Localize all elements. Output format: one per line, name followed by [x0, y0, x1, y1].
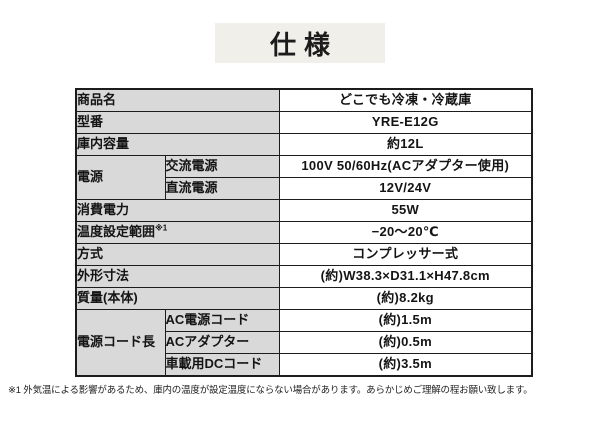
- temp-range-footnote-marker: ※1: [155, 224, 168, 234]
- table-row: 方式 コンプレッサー式: [75, 243, 533, 266]
- value-dimensions: (約)W38.3×D31.1×H47.8cm: [278, 265, 533, 288]
- label-cooling-method: 方式: [75, 243, 280, 266]
- label-ac-adapter: ACアダプター: [164, 331, 280, 354]
- value-ac-power: 100V 50/60Hz(ACアダプター使用): [278, 155, 533, 178]
- label-dimensions: 外形寸法: [75, 265, 280, 288]
- table-row: 庫内容量 約12L: [75, 133, 533, 156]
- spec-title: 仕様: [269, 29, 338, 60]
- label-dc-cord: 車載用DCコード: [164, 353, 280, 377]
- footnote: ※1 外気温による影響があるため、庫内の温度が設定温度にならない場合があります。…: [8, 385, 533, 396]
- label-model-number: 型番: [75, 111, 280, 134]
- label-weight: 質量(本体): [75, 287, 280, 310]
- label-power-consumption: 消費電力: [75, 199, 280, 222]
- table-row: 型番 YRE-E12G: [75, 111, 533, 134]
- table-row: 電源 交流電源 100V 50/60Hz(ACアダプター使用): [75, 155, 533, 200]
- table-row: 消費電力 55W: [75, 199, 533, 222]
- spec-table: 商品名 どこでも冷凍・冷蔵庫 型番 YRE-E12G 庫内容量 約12L 電源 …: [75, 88, 534, 377]
- value-model-number: YRE-E12G: [278, 111, 533, 134]
- table-row: 直流電源 12V/24V: [76, 177, 533, 200]
- label-power-group: 電源: [75, 155, 166, 200]
- value-dc-cord: (約)3.5m: [278, 353, 533, 377]
- value-capacity: 約12L: [278, 133, 533, 156]
- spec-title-band: 仕様: [215, 23, 385, 63]
- value-temp-range: −20〜20℃: [278, 221, 533, 244]
- label-dc-power: 直流電源: [164, 177, 280, 200]
- label-ac-cord: AC電源コード: [164, 309, 280, 332]
- table-row: 質量(本体) (約)8.2kg: [75, 287, 533, 310]
- value-cooling-method: コンプレッサー式: [278, 243, 533, 266]
- table-row: 電源コード長 AC電源コード (約)1.5m: [75, 309, 533, 377]
- label-cord-length-group: 電源コード長: [75, 309, 166, 377]
- table-row: 車載用DCコード (約)3.5m: [76, 353, 533, 377]
- table-row: 外形寸法 (約)W38.3×D31.1×H47.8cm: [75, 265, 533, 288]
- label-ac-power: 交流電源: [164, 155, 280, 178]
- value-weight: (約)8.2kg: [278, 287, 533, 310]
- table-row: ACアダプター (約)0.5m: [76, 331, 533, 354]
- table-row: 温度設定範囲※1 −20〜20℃: [75, 221, 533, 244]
- table-row: 商品名 どこでも冷凍・冷蔵庫: [75, 88, 533, 112]
- temp-range-label-text: 温度設定範囲: [77, 224, 156, 240]
- value-ac-cord: (約)1.5m: [278, 309, 533, 332]
- value-power-consumption: 55W: [278, 199, 533, 222]
- label-capacity: 庫内容量: [75, 133, 280, 156]
- value-product-name: どこでも冷凍・冷蔵庫: [278, 88, 533, 112]
- label-temp-range: 温度設定範囲※1: [75, 221, 280, 244]
- value-dc-power: 12V/24V: [278, 177, 533, 200]
- value-ac-adapter: (約)0.5m: [278, 331, 533, 354]
- label-product-name: 商品名: [75, 88, 280, 112]
